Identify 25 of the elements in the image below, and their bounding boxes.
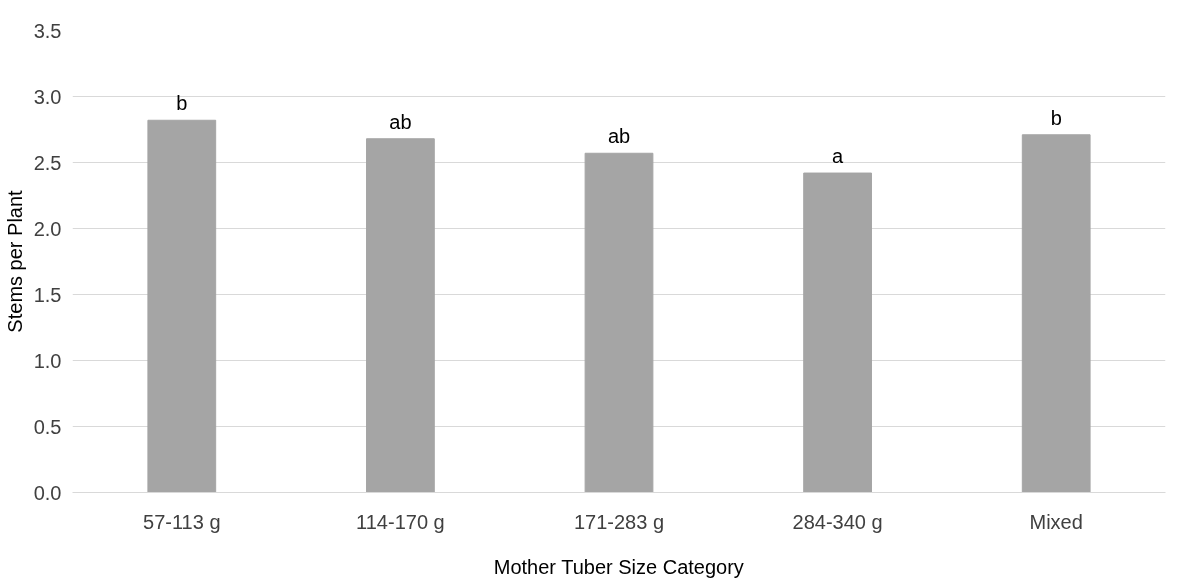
y-tick-label: 3.5 <box>33 19 62 42</box>
y-tick-label: 0.0 <box>33 481 62 504</box>
y-tick-label: 3.0 <box>33 85 62 108</box>
y-tick-label: 2.0 <box>33 217 62 240</box>
x-tick-label: Mixed <box>1029 510 1083 533</box>
y-axis-title: Stems per Plant <box>3 189 26 333</box>
bar <box>1021 134 1091 493</box>
bar <box>147 119 217 493</box>
y-tick-label: 2.5 <box>33 151 62 174</box>
x-tick-label: 171-283 g <box>573 510 665 533</box>
annotation: b <box>176 92 188 115</box>
annotation: ab <box>389 110 412 133</box>
annotation: b <box>1050 106 1062 129</box>
x-axis-title: Mother Tuber Size Category <box>493 555 744 578</box>
bar <box>803 172 872 493</box>
annotation: a <box>832 145 845 168</box>
y-tick-label: 0.5 <box>33 415 62 438</box>
x-tick-label: 57-113 g <box>143 510 221 533</box>
y-tick-label: 1.5 <box>33 283 62 306</box>
x-tick-label: 114-170 g <box>356 510 445 533</box>
annotation: ab <box>607 125 631 148</box>
bar <box>584 152 654 493</box>
y-tick-label: 1.0 <box>33 349 62 372</box>
x-tick-label: 284-340 g <box>792 510 883 533</box>
bar <box>366 138 435 493</box>
